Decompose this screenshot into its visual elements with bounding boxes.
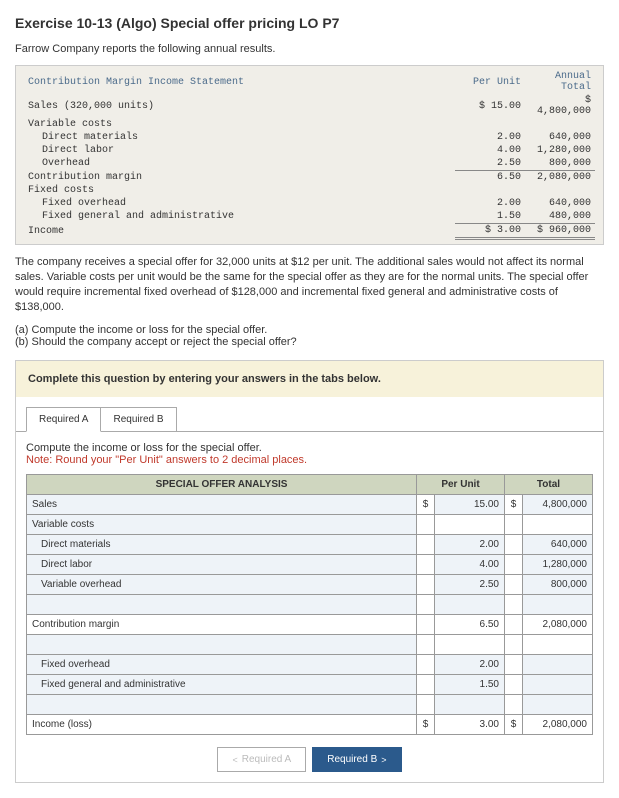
a-empty-tot[interactable] — [523, 595, 593, 615]
a-empty-pu3[interactable] — [435, 695, 505, 715]
a-inc-tot: 2,080,000 — [523, 715, 593, 735]
row-dm: Direct materials — [24, 131, 455, 144]
cur: $ — [417, 715, 435, 735]
row-oh: Overhead — [24, 157, 455, 171]
oh-pu: 2.50 — [455, 157, 525, 171]
row-income: Income — [24, 224, 455, 239]
a-dm-label[interactable]: Direct materials — [27, 535, 417, 555]
a-empty-row3[interactable] — [27, 695, 417, 715]
a-dl-label[interactable]: Direct labor — [27, 555, 417, 575]
tab-required-b[interactable]: Required B — [100, 407, 176, 432]
row-varcosts: Variable costs — [24, 118, 455, 131]
a-cm-pu: 6.50 — [435, 615, 505, 635]
foh-pu: 2.00 — [455, 197, 525, 210]
a-dm-tot[interactable]: 640,000 — [523, 535, 593, 555]
a-empty-pu[interactable] — [435, 595, 505, 615]
question-b: (b) Should the company accept or reject … — [15, 336, 604, 348]
a-inc-label: Income (loss) — [27, 715, 417, 735]
a-cm-tot: 2,080,000 — [523, 615, 593, 635]
tab-panel: Required A Required B Compute the income… — [15, 397, 604, 783]
inc-tot: $ 960,000 — [525, 224, 595, 239]
a-empty-tot3[interactable] — [523, 695, 593, 715]
chevron-right-icon: > — [381, 755, 386, 765]
a-foh-label[interactable]: Fixed overhead — [27, 655, 417, 675]
next-button[interactable]: Required B > — [312, 747, 401, 772]
a-sales-pu[interactable]: 15.00 — [435, 495, 505, 515]
compute-text: Compute the income or loss for the speci… — [26, 442, 593, 454]
prev-label: Required A — [242, 754, 291, 765]
question-a: (a) Compute the income or loss for the s… — [15, 324, 604, 336]
a-voh-label[interactable]: Variable overhead — [27, 575, 417, 595]
row-cm: Contribution margin — [24, 171, 455, 185]
oh-tot: 800,000 — [525, 157, 595, 171]
a-fga-label[interactable]: Fixed general and administrative — [27, 675, 417, 695]
cm-pu: 6.50 — [455, 171, 525, 185]
dm-tot: 640,000 — [525, 131, 595, 144]
row-sales: Sales (320,000 units) — [24, 94, 455, 118]
a-sales-label[interactable]: Sales — [27, 495, 417, 515]
fga-tot: 480,000 — [525, 210, 595, 224]
dm-pu: 2.00 — [455, 131, 525, 144]
sales-tot: $ 4,800,000 — [525, 94, 595, 118]
dl-tot: 1,280,000 — [525, 144, 595, 157]
tab-required-a[interactable]: Required A — [26, 407, 101, 432]
stmt-heading: Contribution Margin Income Statement — [24, 70, 455, 94]
a-sales-tot[interactable]: 4,800,000 — [523, 495, 593, 515]
cur: $ — [417, 495, 435, 515]
a-dl-pu[interactable]: 4.00 — [435, 555, 505, 575]
a-fga-pu[interactable]: 1.50 — [435, 675, 505, 695]
note-text: Note: Round your "Per Unit" answers to 2… — [26, 454, 593, 466]
a-voh-pu[interactable]: 2.50 — [435, 575, 505, 595]
a-empty-row[interactable] — [27, 595, 417, 615]
answer-table: SPECIAL OFFER ANALYSIS Per Unit Total Sa… — [26, 474, 593, 735]
hdr-total: Total — [505, 475, 593, 495]
row-dl: Direct labor — [24, 144, 455, 157]
a-cm-label: Contribution margin — [27, 615, 417, 635]
dl-pu: 4.00 — [455, 144, 525, 157]
a-voh-tot[interactable]: 800,000 — [523, 575, 593, 595]
tab-instructions: Complete this question by entering your … — [15, 360, 604, 397]
hdr-per-unit: Per Unit — [417, 475, 505, 495]
col-annual-total: Annual Total — [525, 70, 595, 94]
row-fga: Fixed general and administrative — [24, 210, 455, 224]
scenario-text: The company receives a special offer for… — [15, 255, 604, 314]
a-empty-row2[interactable] — [27, 635, 417, 655]
foh-tot: 640,000 — [525, 197, 595, 210]
a-dm-pu[interactable]: 2.00 — [435, 535, 505, 555]
cm-tot: 2,080,000 — [525, 171, 595, 185]
income-statement: Contribution Margin Income Statement Per… — [15, 65, 604, 245]
row-fixed: Fixed costs — [24, 184, 455, 197]
a-var-label[interactable]: Variable costs — [27, 515, 417, 535]
col-per-unit: Per Unit — [455, 70, 525, 94]
a-foh-pu[interactable]: 2.00 — [435, 655, 505, 675]
next-label: Required B — [327, 754, 377, 765]
a-foh-tot[interactable] — [523, 655, 593, 675]
cur: $ — [505, 495, 523, 515]
intro-text: Farrow Company reports the following ann… — [15, 43, 604, 55]
prev-button[interactable]: < Required A — [217, 747, 306, 772]
inc-pu: $ 3.00 — [455, 224, 525, 239]
a-dl-tot[interactable]: 1,280,000 — [523, 555, 593, 575]
cur: $ — [505, 715, 523, 735]
row-foh: Fixed overhead — [24, 197, 455, 210]
exercise-title: Exercise 10-13 (Algo) Special offer pric… — [15, 15, 604, 31]
a-fga-tot[interactable] — [523, 675, 593, 695]
questions: (a) Compute the income or loss for the s… — [15, 324, 604, 348]
sales-pu: $ 15.00 — [455, 94, 525, 118]
fga-pu: 1.50 — [455, 210, 525, 224]
chevron-left-icon: < — [232, 755, 237, 765]
hdr-analysis: SPECIAL OFFER ANALYSIS — [27, 475, 417, 495]
a-inc-pu: 3.00 — [435, 715, 505, 735]
